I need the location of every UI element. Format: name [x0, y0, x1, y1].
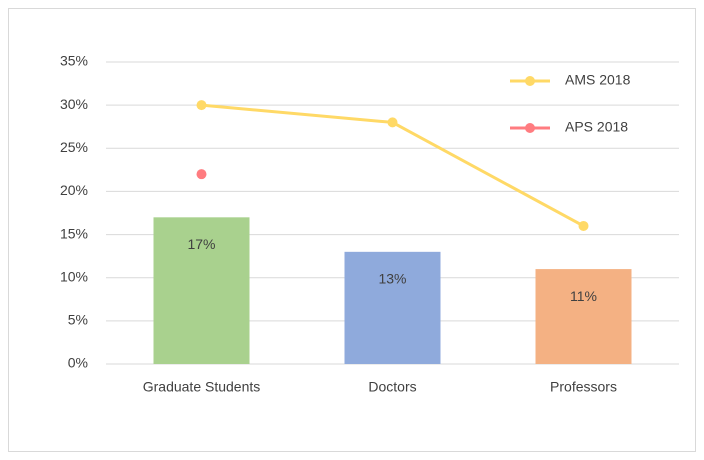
legend-label: APS 2018 [565, 119, 628, 135]
x-tick-label: Doctors [368, 379, 416, 395]
bar [344, 251, 441, 364]
bar [535, 269, 632, 364]
y-tick-label: 25% [60, 139, 88, 155]
x-tick-label: Graduate Students [143, 379, 261, 395]
bar [153, 217, 250, 364]
y-tick-label: 30% [60, 96, 88, 112]
y-tick-label: 20% [60, 182, 88, 198]
data-label: 17% [187, 236, 215, 252]
data-label: 13% [378, 271, 406, 287]
y-tick-label: 0% [68, 355, 88, 371]
y-tick-label: 5% [68, 312, 88, 328]
series-point [196, 169, 207, 180]
series-point [387, 117, 398, 128]
legend-marker [525, 123, 535, 133]
series-point [196, 100, 207, 111]
legend-marker [525, 76, 535, 86]
legend-label: AMS 2018 [565, 72, 631, 88]
data-label: 11% [570, 288, 597, 304]
y-tick-label: 10% [60, 268, 88, 284]
x-tick-label: Professors [550, 379, 617, 395]
y-tick-label: 35% [60, 53, 88, 69]
y-tick-label: 15% [60, 225, 88, 241]
series-point [578, 220, 589, 231]
